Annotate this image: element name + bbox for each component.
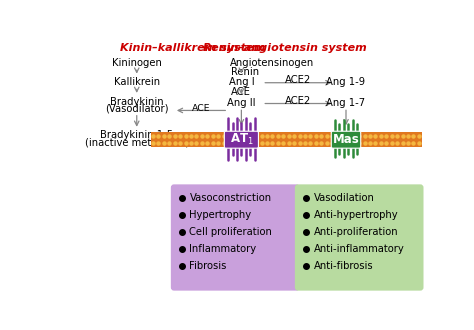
Text: Vasoconstriction: Vasoconstriction <box>190 193 272 203</box>
Text: ACE2: ACE2 <box>285 96 311 106</box>
Text: Kinin–kallikrein system: Kinin–kallikrein system <box>120 44 265 53</box>
Text: Ang I: Ang I <box>228 77 254 87</box>
Text: ACE: ACE <box>231 86 251 97</box>
Text: Ang 1-9: Ang 1-9 <box>327 77 365 87</box>
Text: Anti-proliferation: Anti-proliferation <box>313 227 398 237</box>
Text: Renin–angiotensin system: Renin–angiotensin system <box>202 44 366 53</box>
Text: Hypertrophy: Hypertrophy <box>190 210 252 220</box>
Text: Kallikrein: Kallikrein <box>114 77 160 87</box>
Text: Anti-hypertrophy: Anti-hypertrophy <box>313 210 398 220</box>
FancyBboxPatch shape <box>295 184 423 291</box>
Text: Bradykinin 1-5: Bradykinin 1-5 <box>100 130 173 141</box>
Text: Bradykinin: Bradykinin <box>110 97 164 107</box>
Text: (Vasodilator): (Vasodilator) <box>105 104 168 114</box>
Text: Renin: Renin <box>231 67 259 77</box>
Text: (inactive metabolite): (inactive metabolite) <box>85 137 189 148</box>
Text: Vasodilation: Vasodilation <box>313 193 374 203</box>
FancyBboxPatch shape <box>331 131 361 148</box>
Text: Anti-inflammatory: Anti-inflammatory <box>313 244 404 254</box>
Text: Ang II: Ang II <box>227 98 255 108</box>
Text: ACE2: ACE2 <box>285 75 311 85</box>
Text: Ang 1-7: Ang 1-7 <box>327 98 365 108</box>
Text: Mas: Mas <box>333 133 359 146</box>
Text: Fibrosis: Fibrosis <box>190 261 227 271</box>
FancyBboxPatch shape <box>171 184 300 291</box>
FancyBboxPatch shape <box>224 131 258 148</box>
Text: Kininogen: Kininogen <box>112 58 162 68</box>
Text: Inflammatory: Inflammatory <box>190 244 256 254</box>
Text: Cell proliferation: Cell proliferation <box>190 227 273 237</box>
Text: ACE: ACE <box>192 104 210 113</box>
Text: Angiotensinogen: Angiotensinogen <box>230 58 314 68</box>
Bar <box>151 132 422 148</box>
Text: Anti-fibrosis: Anti-fibrosis <box>313 261 373 271</box>
Text: AT$_1$: AT$_1$ <box>229 132 253 147</box>
